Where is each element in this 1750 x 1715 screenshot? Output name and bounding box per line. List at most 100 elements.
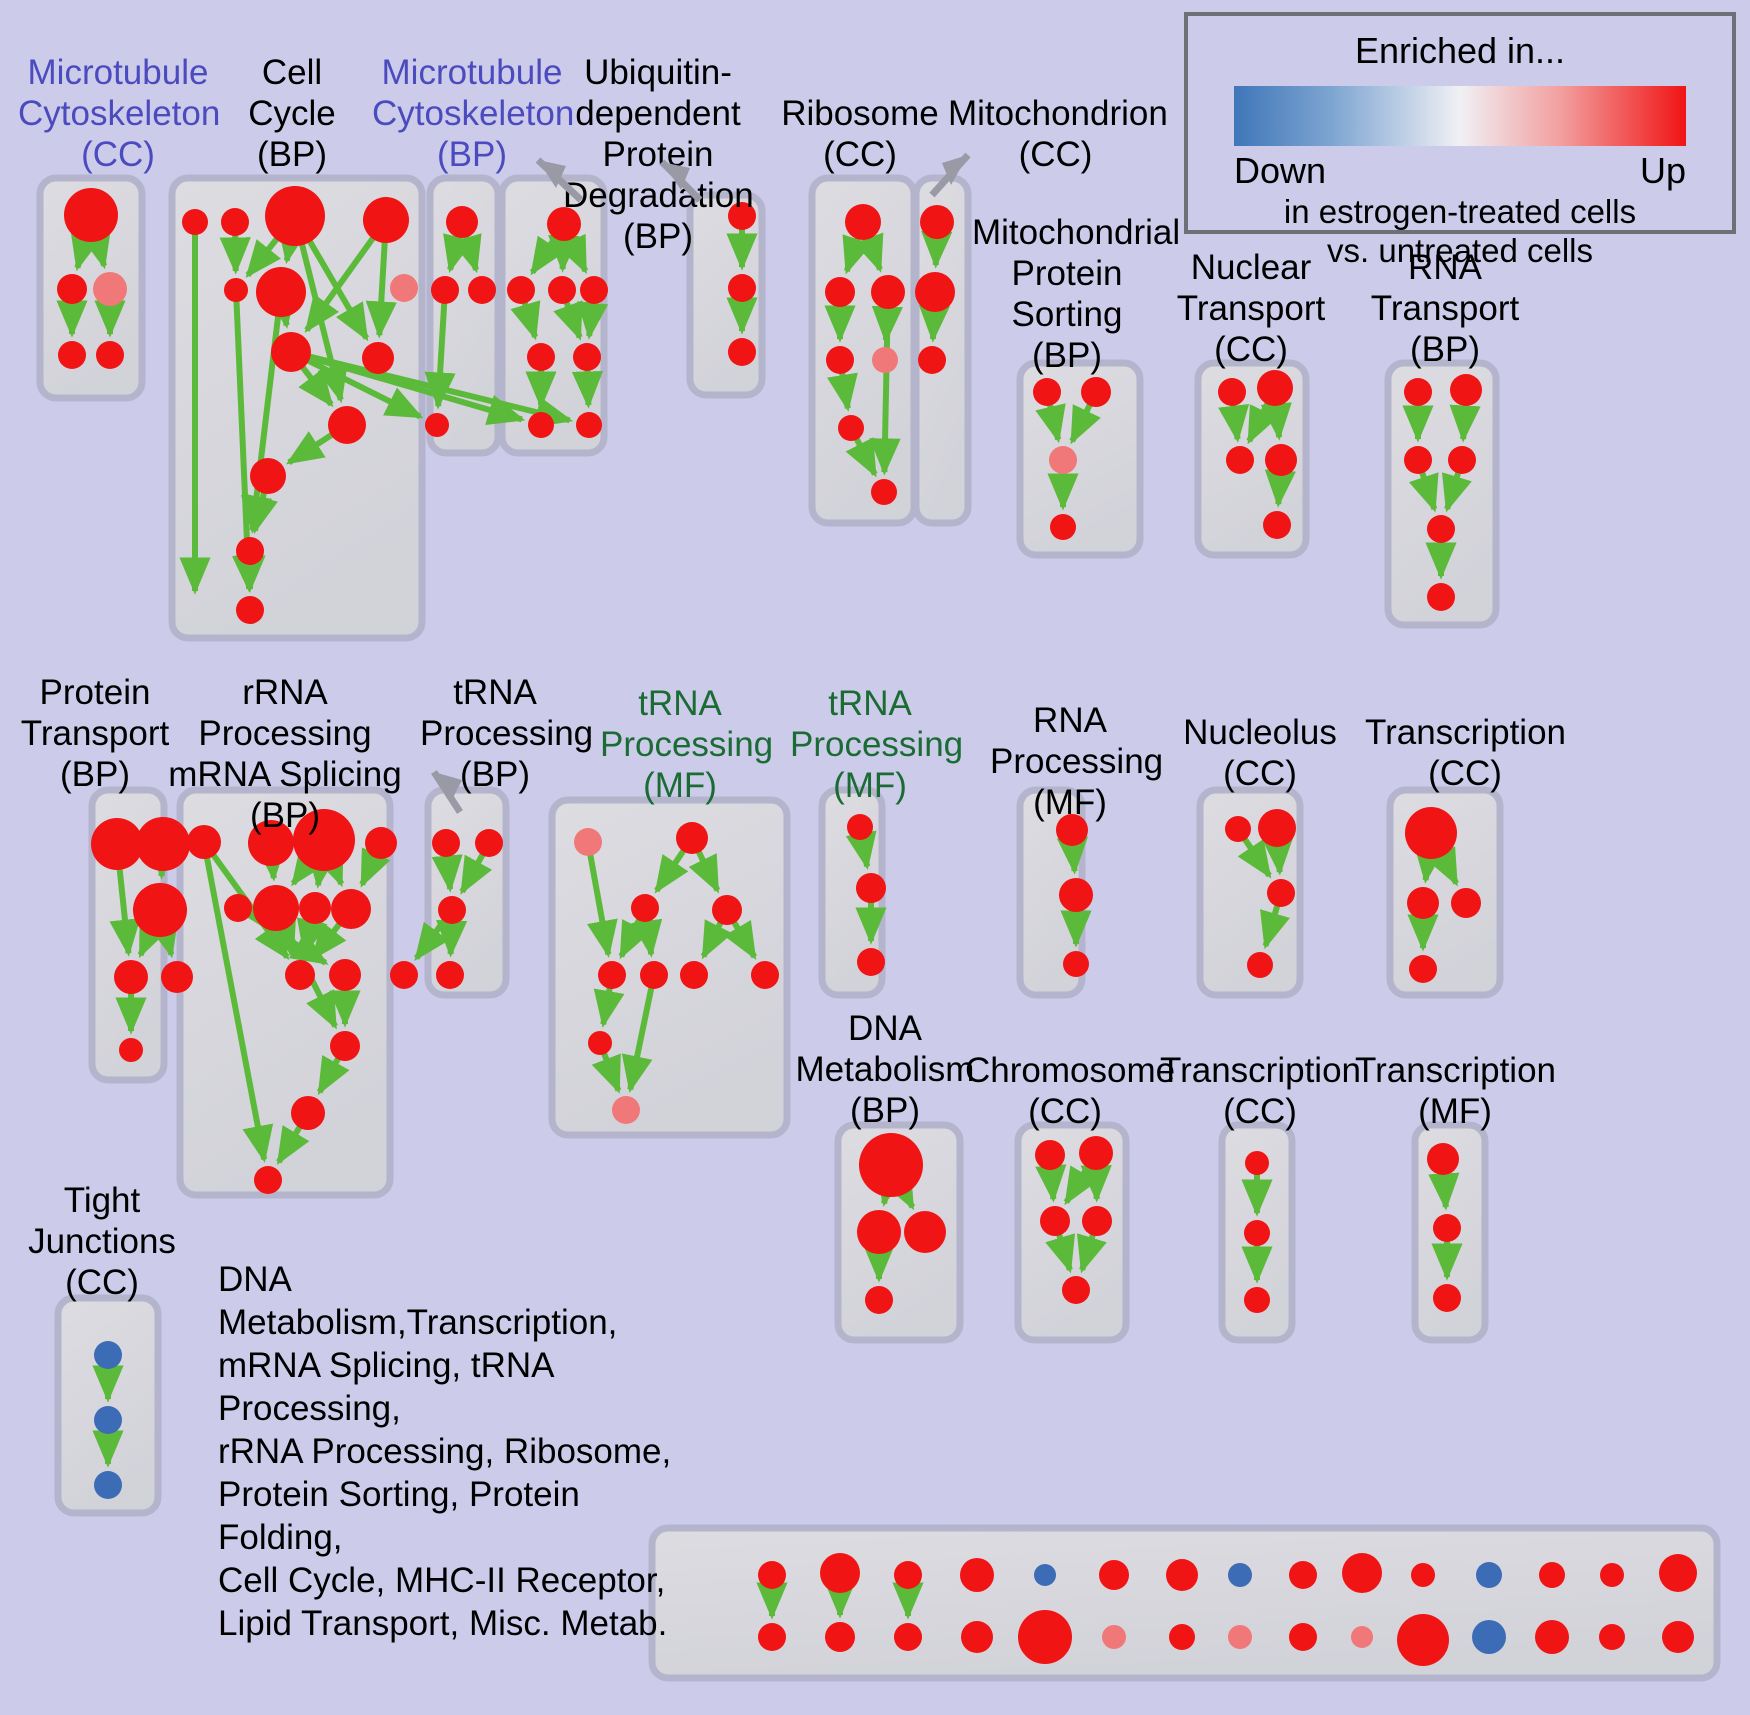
network-node[interactable] <box>1081 377 1111 407</box>
network-node[interactable] <box>676 822 708 854</box>
network-node[interactable] <box>96 341 124 369</box>
network-node[interactable] <box>1427 1143 1459 1175</box>
network-node[interactable] <box>859 1133 923 1197</box>
network-node[interactable] <box>1257 370 1293 406</box>
network-node[interactable] <box>894 1623 922 1651</box>
network-node[interactable] <box>576 412 602 438</box>
network-node[interactable] <box>330 1031 360 1061</box>
network-node[interactable] <box>329 959 361 991</box>
network-node[interactable] <box>1040 1206 1070 1236</box>
network-node[interactable] <box>1062 1276 1090 1304</box>
network-node[interactable] <box>825 1622 855 1652</box>
network-node[interactable] <box>1433 1284 1461 1312</box>
network-node[interactable] <box>1433 1214 1461 1242</box>
network-node[interactable] <box>1035 1140 1065 1170</box>
network-node[interactable] <box>1226 446 1254 474</box>
network-node[interactable] <box>250 458 286 494</box>
network-node[interactable] <box>1258 809 1296 847</box>
network-node[interactable] <box>825 277 855 307</box>
network-node[interactable] <box>57 274 87 304</box>
network-node[interactable] <box>826 346 854 374</box>
network-node[interactable] <box>224 278 248 302</box>
network-node[interactable] <box>1662 1621 1694 1653</box>
network-node[interactable] <box>114 960 148 994</box>
network-node[interactable] <box>119 1038 143 1062</box>
network-node[interactable] <box>161 961 193 993</box>
network-node[interactable] <box>865 1286 893 1314</box>
network-node[interactable] <box>363 197 409 243</box>
network-node[interactable] <box>1659 1554 1697 1592</box>
network-node[interactable] <box>1411 1563 1435 1587</box>
network-node[interactable] <box>390 961 418 989</box>
network-node[interactable] <box>221 208 249 236</box>
network-node[interactable] <box>236 596 264 624</box>
network-node[interactable] <box>1263 511 1291 539</box>
network-node[interactable] <box>1404 446 1432 474</box>
network-node[interactable] <box>1539 1562 1565 1588</box>
network-node[interactable] <box>1218 378 1246 406</box>
network-node[interactable] <box>894 1561 922 1589</box>
network-node[interactable] <box>182 209 208 235</box>
network-node[interactable] <box>436 961 464 989</box>
network-node[interactable] <box>475 829 503 857</box>
network-node[interactable] <box>1405 807 1457 859</box>
network-node[interactable] <box>224 894 252 922</box>
network-node[interactable] <box>1404 378 1432 406</box>
network-node[interactable] <box>1448 446 1476 474</box>
network-node[interactable] <box>1245 1151 1269 1175</box>
network-node[interactable] <box>64 188 118 242</box>
network-node[interactable] <box>612 1096 640 1124</box>
network-node[interactable] <box>432 829 460 857</box>
network-node[interactable] <box>1079 1136 1113 1170</box>
network-node[interactable] <box>1409 955 1437 983</box>
network-node[interactable] <box>871 275 905 309</box>
network-node[interactable] <box>1228 1563 1252 1587</box>
network-node[interactable] <box>1476 1562 1502 1588</box>
network-node[interactable] <box>904 1211 946 1253</box>
network-node[interactable] <box>1244 1287 1270 1313</box>
network-node[interactable] <box>527 343 555 371</box>
network-node[interactable] <box>1351 1626 1373 1648</box>
network-node[interactable] <box>93 272 127 306</box>
network-node[interactable] <box>838 415 864 441</box>
network-node[interactable] <box>598 961 626 989</box>
network-node[interactable] <box>728 274 756 302</box>
network-node[interactable] <box>94 1471 122 1499</box>
network-node[interactable] <box>1033 378 1061 406</box>
network-node[interactable] <box>728 338 756 366</box>
network-node[interactable] <box>1225 816 1251 842</box>
network-node[interactable] <box>1289 1623 1317 1651</box>
network-node[interactable] <box>1050 514 1076 540</box>
network-node[interactable] <box>1265 444 1297 476</box>
network-node[interactable] <box>1059 878 1093 912</box>
network-node[interactable] <box>758 1561 786 1589</box>
network-node[interactable] <box>580 276 608 304</box>
network-node[interactable] <box>253 885 299 931</box>
network-node[interactable] <box>94 1341 122 1369</box>
network-node[interactable] <box>1166 1559 1198 1591</box>
network-node[interactable] <box>468 276 496 304</box>
network-node[interactable] <box>1427 583 1455 611</box>
network-node[interactable] <box>573 343 601 371</box>
network-node[interactable] <box>1342 1553 1382 1593</box>
network-node[interactable] <box>291 1096 325 1130</box>
network-node[interactable] <box>640 961 668 989</box>
network-node[interactable] <box>915 272 955 312</box>
network-node[interactable] <box>961 1621 993 1653</box>
network-node[interactable] <box>872 347 898 373</box>
network-node[interactable] <box>588 1031 612 1055</box>
network-node[interactable] <box>631 894 659 922</box>
network-node[interactable] <box>425 413 449 437</box>
network-node[interactable] <box>680 961 708 989</box>
network-node[interactable] <box>528 412 554 438</box>
network-node[interactable] <box>574 828 602 856</box>
network-node[interactable] <box>960 1558 994 1592</box>
network-node[interactable] <box>91 818 143 870</box>
network-node[interactable] <box>431 276 459 304</box>
network-node[interactable] <box>362 342 394 374</box>
network-node[interactable] <box>256 267 306 317</box>
network-node[interactable] <box>1247 952 1273 978</box>
network-node[interactable] <box>133 883 187 937</box>
network-node[interactable] <box>1450 374 1482 406</box>
network-node[interactable] <box>390 274 418 302</box>
